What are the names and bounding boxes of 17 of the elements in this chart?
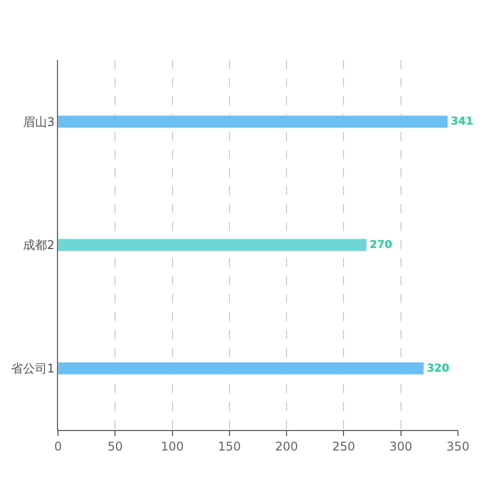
y-tick-label: 眉山3 <box>22 114 55 129</box>
y-tick-label: 省公司1 <box>10 362 55 376</box>
bar <box>58 362 424 375</box>
x-tick-label: 250 <box>332 439 356 454</box>
y-tick-label: 成都2 <box>22 238 55 252</box>
x-tick-label: 0 <box>54 439 62 454</box>
data-label: 270 <box>370 238 392 252</box>
x-tick-label: 150 <box>218 439 241 454</box>
bar <box>58 238 367 252</box>
x-tick-label: 350 <box>446 439 470 454</box>
bar <box>58 115 448 128</box>
data-label: 320 <box>426 361 450 374</box>
data-label: 341 <box>450 114 474 128</box>
x-tick-label: 200 <box>275 439 298 454</box>
x-tick-label: 300 <box>389 439 412 454</box>
x-tick-label: 50 <box>108 439 123 454</box>
x-tick-label: 100 <box>160 439 184 454</box>
